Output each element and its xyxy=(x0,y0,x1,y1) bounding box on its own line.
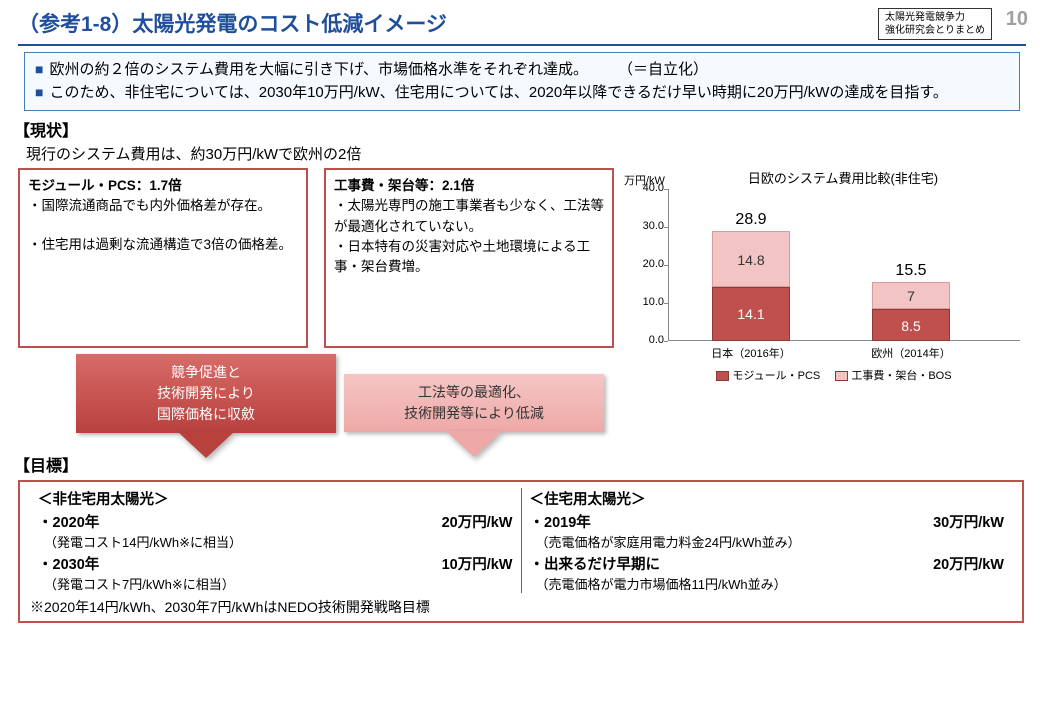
bar-chart: 万円/kW 日欧のシステム費用比較(非住宅) 0.010.020.030.040… xyxy=(614,168,1030,458)
title-divider xyxy=(18,44,1026,46)
target-box: ＜非住宅用太陽光＞ ・2020年20万円/kW （発電コスト14円/kWh※に相… xyxy=(18,480,1024,623)
page-number: 10 xyxy=(1000,8,1028,31)
section-current-label: 【現状】 xyxy=(14,117,1040,141)
header-source-box: 太陽光発電競争力強化研究会とりまとめ xyxy=(878,8,992,40)
chart-legend: モジュール・PCS 工事費・架台・BOS xyxy=(626,367,1030,383)
target-left: ＜非住宅用太陽光＞ ・2020年20万円/kW （発電コスト14円/kWh※に相… xyxy=(30,488,522,593)
factor-box-1: モジュール・PCS：1.7倍 ・国際流通商品でも内外価格差が存在。 ・住宅用は過… xyxy=(18,168,308,348)
summary-box: ■欧州の約２倍のシステム費用を大幅に引き下げ、市場価格水準をそれぞれ達成。 （＝… xyxy=(24,52,1020,111)
page-title: （参考1-8）太陽光発電のコスト低減イメージ xyxy=(18,8,878,38)
factor-box-2: 工事費・架台等：2.1倍 ・太陽光専門の施工事業者も少なく、工法等が最適化されて… xyxy=(324,168,614,348)
arrow-1: 競争促進と技術開発により国際価格に収斂 xyxy=(76,354,336,433)
target-footnote: ※2020年14円/kWh、2030年7円/kWhはNEDO技術開発戦略目標 xyxy=(30,597,1012,617)
arrow-2: 工法等の最適化、技術開発等により低減 xyxy=(344,374,604,432)
target-right: ＜住宅用太陽光＞ ・2019年30万円/kW （売電価格が家庭用電力料金24円/… xyxy=(522,488,1013,593)
summary-line-1: 欧州の約２倍のシステム費用を大幅に引き下げ、市場価格水準をそれぞれ達成。 （＝自… xyxy=(49,59,708,82)
current-desc: 現行のシステム費用は、約30万円/kWで欧州の2倍 xyxy=(26,143,1040,164)
summary-line-2: このため、非住宅については、2030年10万円/kW、住宅用については、2020… xyxy=(49,82,947,105)
